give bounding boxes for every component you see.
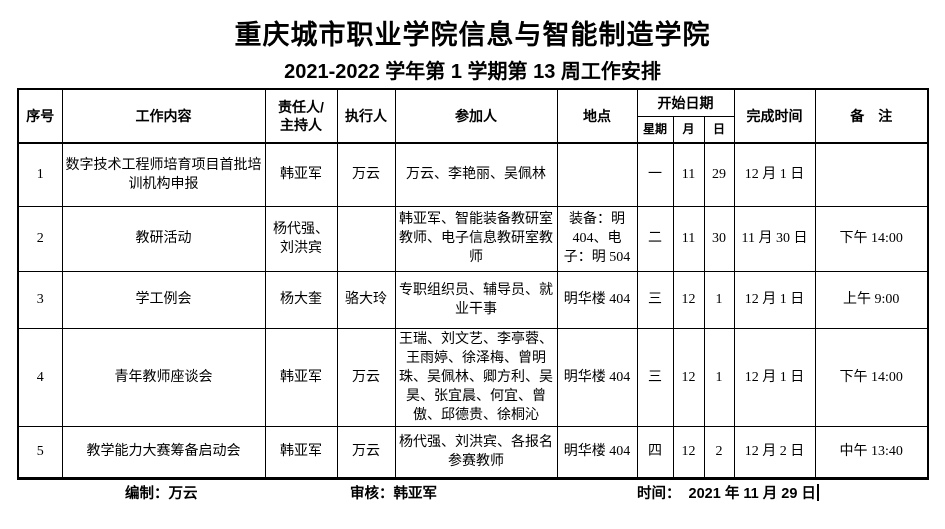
cell-responsible: 韩亚军 (264, 425, 338, 480)
cell-weekday: 二 (636, 205, 674, 272)
cell-location: 明华楼 404 (556, 425, 638, 480)
cell-content: 青年教师座谈会 (61, 327, 266, 427)
cell-finish-time: 12 月 1 日 (733, 270, 816, 329)
cell-participants: 韩亚军、智能装备教研室教师、电子信息教研室教师 (394, 205, 558, 272)
col-header-month: 月 (672, 115, 705, 144)
cell-content: 教学能力大赛筹备启动会 (61, 425, 266, 480)
col-header-day: 日 (703, 115, 735, 144)
footer-time-text: 时间： 2021 年 11 月 29 日 (637, 486, 816, 502)
cell-finish-time: 12 月 1 日 (733, 142, 816, 207)
cell-participants: 专职组织员、辅导员、就业干事 (394, 270, 558, 329)
cell-executor (336, 205, 396, 272)
cell-day: 29 (703, 142, 735, 207)
cell-remarks: 下午 14:00 (814, 327, 929, 427)
cell-responsible: 杨代强、刘洪宾 (264, 205, 338, 272)
table-row: 4 青年教师座谈会 韩亚军 万云 王瑞、刘文艺、李亭蓉、王雨婷、徐泽梅、曾明珠、… (17, 327, 929, 427)
cell-weekday: 四 (636, 425, 674, 480)
table-row: 1 数字技术工程师培育项目首批培训机构申报 韩亚军 万云 万云、李艳丽、吴佩林 … (17, 142, 929, 207)
cell-location: 明华楼 404 (556, 327, 638, 427)
cell-weekday: 三 (636, 327, 674, 427)
cell-remarks: 上午 9:00 (814, 270, 929, 329)
cell-content: 数字技术工程师培育项目首批培训机构申报 (61, 142, 266, 207)
cell-finish-time: 11 月 30 日 (733, 205, 816, 272)
footer-reviewed-by: 审核：韩亚军 (350, 486, 437, 502)
cell-index: 2 (17, 205, 63, 272)
col-header-content: 工作内容 (61, 88, 266, 144)
cell-remarks: 下午 14:00 (814, 205, 929, 272)
cell-participants: 杨代强、刘洪宾、各报名参赛教师 (394, 425, 558, 480)
cell-month: 11 (672, 205, 705, 272)
cell-remarks: 中午 13:40 (814, 425, 929, 480)
col-header-index: 序号 (17, 88, 63, 144)
page-subtitle: 2021-2022 学年第 1 学期第 13 周工作安排 (284, 61, 661, 83)
col-header-remarks: 备 注 (814, 88, 929, 144)
col-header-start-date: 开始日期 (636, 88, 735, 117)
cell-executor: 万云 (336, 327, 396, 427)
table-row: 2 教研活动 杨代强、刘洪宾 韩亚军、智能装备教研室教师、电子信息教研室教师 装… (17, 205, 929, 272)
table-row: 5 教学能力大赛筹备启动会 韩亚军 万云 杨代强、刘洪宾、各报名参赛教师 明华楼… (17, 425, 929, 480)
cell-month: 12 (672, 327, 705, 427)
work-schedule-table: 序号 工作内容 责任人/ 主持人 执行人 参加人 地点 开始日期 完成时间 备 … (17, 88, 929, 480)
col-header-finish-time: 完成时间 (733, 88, 816, 144)
cell-day: 1 (703, 327, 735, 427)
cell-content: 学工例会 (61, 270, 266, 329)
cell-finish-time: 12 月 1 日 (733, 327, 816, 427)
cell-month: 11 (672, 142, 705, 207)
col-header-executor: 执行人 (336, 88, 396, 144)
text-cursor (816, 484, 819, 501)
cell-executor: 骆大玲 (336, 270, 396, 329)
cell-month: 12 (672, 270, 705, 329)
cell-executor: 万云 (336, 142, 396, 207)
page-title: 重庆城市职业学院信息与智能制造学院 (234, 20, 711, 50)
cell-participants: 王瑞、刘文艺、李亭蓉、王雨婷、徐泽梅、曾明珠、吴佩林、卿方利、吴昊、张宜晨、何宜… (394, 327, 558, 427)
cell-participants: 万云、李艳丽、吴佩林 (394, 142, 558, 207)
cell-remarks (814, 142, 929, 207)
cell-executor: 万云 (336, 425, 396, 480)
cell-content: 教研活动 (61, 205, 266, 272)
cell-finish-time: 12 月 2 日 (733, 425, 816, 480)
cell-weekday: 一 (636, 142, 674, 207)
cell-day: 1 (703, 270, 735, 329)
col-header-responsible: 责任人/ 主持人 (264, 88, 338, 144)
col-header-participants: 参加人 (394, 88, 558, 144)
cell-responsible: 杨大奎 (264, 270, 338, 329)
cell-month: 12 (672, 425, 705, 480)
cell-location (556, 142, 638, 207)
cell-location: 装备：明404、电子：明 504 (556, 205, 638, 272)
cell-index: 5 (17, 425, 63, 480)
cell-index: 3 (17, 270, 63, 329)
footer-time: 时间： 2021 年 11 月 29 日 (637, 482, 819, 503)
cell-location: 明华楼 404 (556, 270, 638, 329)
footer-prepared-by: 编制：万云 (125, 486, 198, 502)
cell-index: 4 (17, 327, 63, 427)
cell-day: 2 (703, 425, 735, 480)
col-header-location: 地点 (556, 88, 638, 144)
cell-index: 1 (17, 142, 63, 207)
col-header-weekday: 星期 (636, 115, 674, 144)
cell-responsible: 韩亚军 (264, 142, 338, 207)
table-row: 3 学工例会 杨大奎 骆大玲 专职组织员、辅导员、就业干事 明华楼 404 三 … (17, 270, 929, 329)
cell-day: 30 (703, 205, 735, 272)
cell-weekday: 三 (636, 270, 674, 329)
cell-responsible: 韩亚军 (264, 327, 338, 427)
